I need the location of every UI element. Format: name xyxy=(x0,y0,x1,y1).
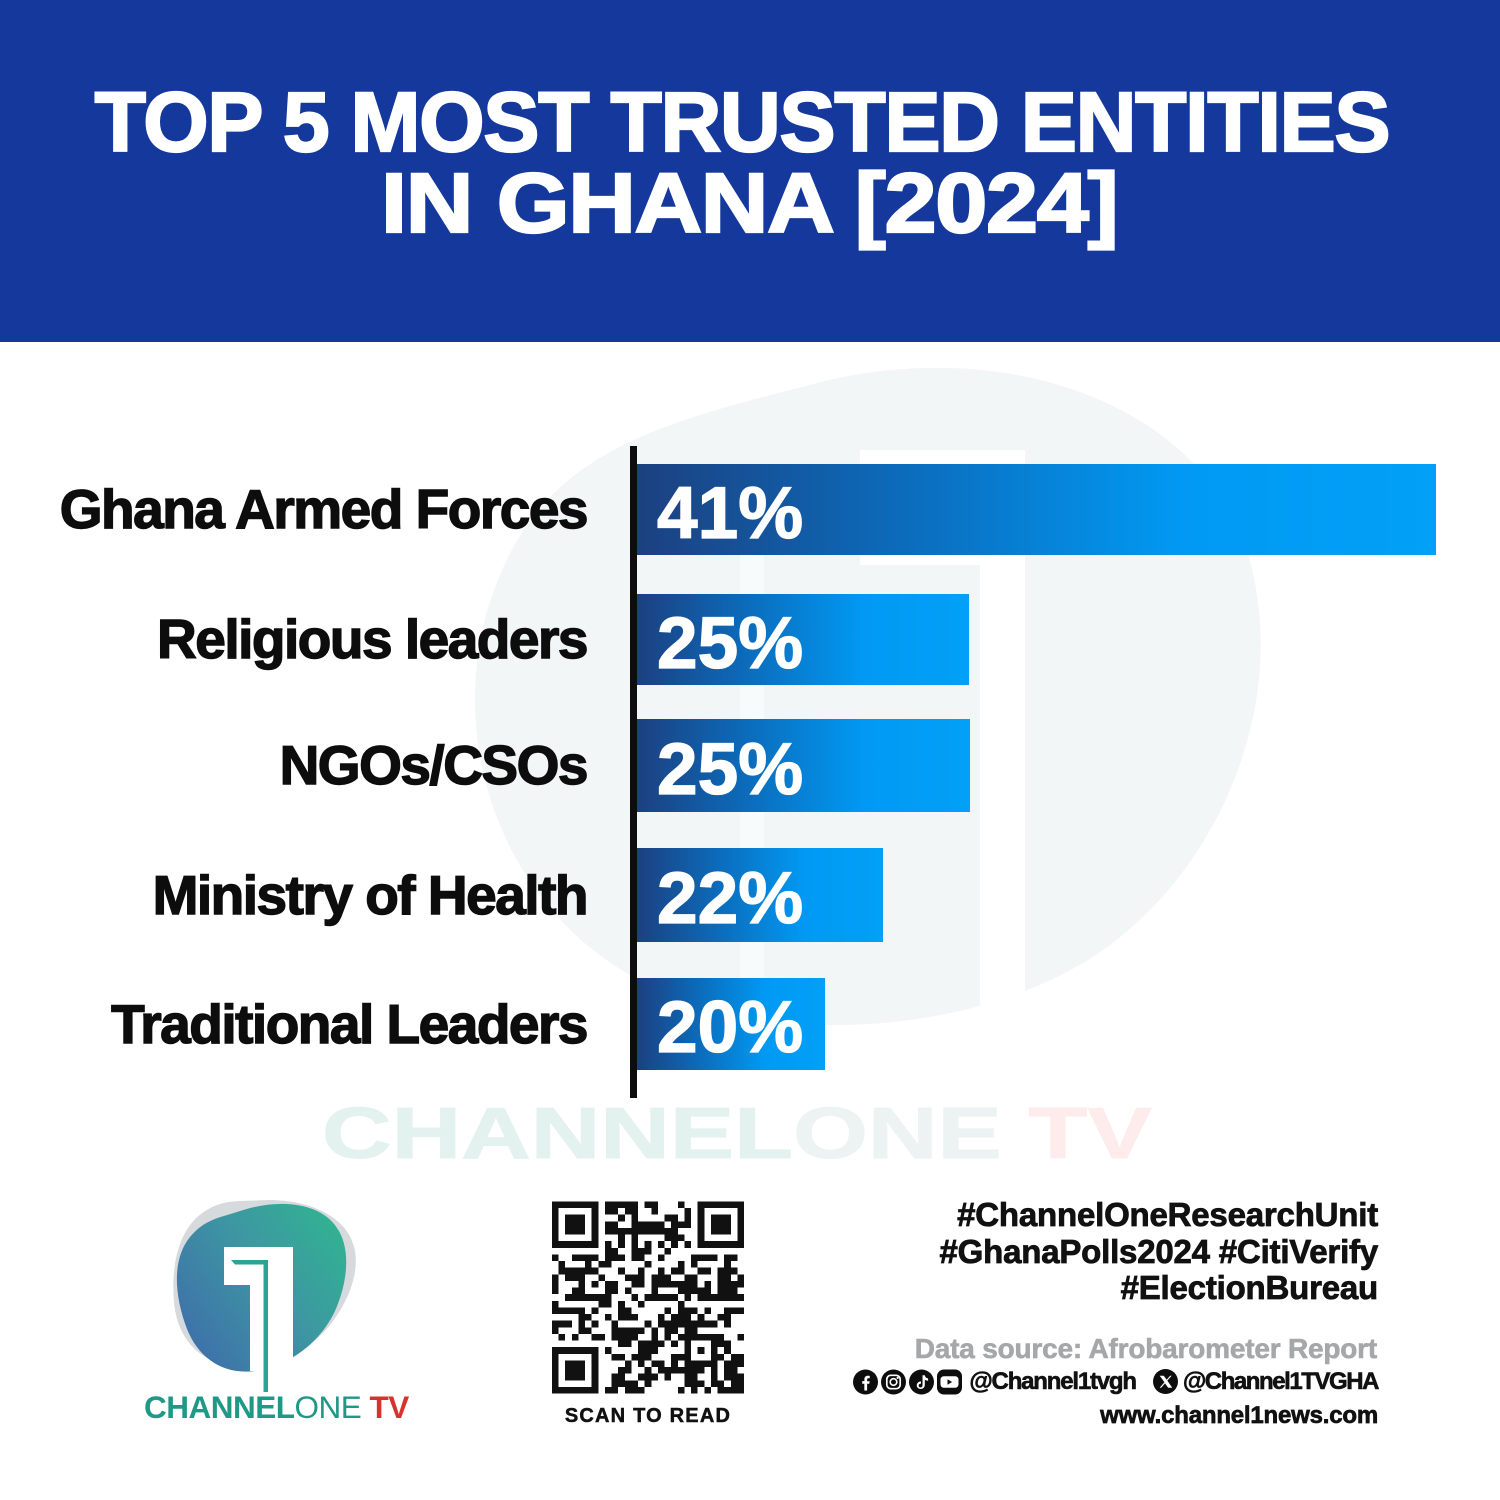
svg-text:CHANNELONE TV: CHANNELONE TV xyxy=(144,1389,409,1425)
